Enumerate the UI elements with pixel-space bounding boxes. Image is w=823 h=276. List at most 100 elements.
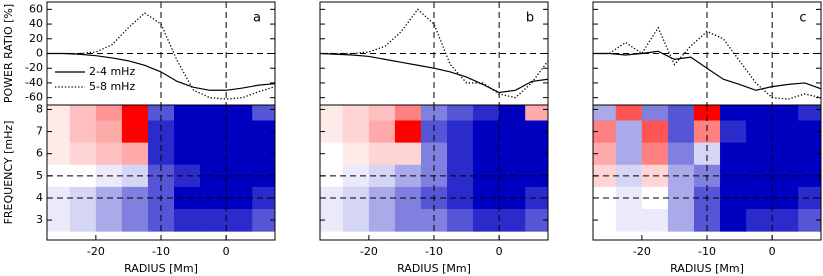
heatmap-cell <box>47 142 71 166</box>
heatmap-cell <box>174 120 201 144</box>
heatmap-cell <box>641 209 669 232</box>
plot-area <box>47 105 275 240</box>
heatmap-cell <box>95 120 123 144</box>
heatmap-cell <box>252 186 275 210</box>
heatmap-cell <box>342 209 370 232</box>
heatmap-cell <box>394 142 422 166</box>
x-tick-label: -20 <box>87 245 105 258</box>
heatmap-cell <box>121 164 149 188</box>
heatmap-cell <box>121 142 149 166</box>
plot-area <box>593 105 821 240</box>
heatmap-cell <box>593 142 617 166</box>
heatmap-cell <box>226 142 253 166</box>
x-tick-label: 0 <box>223 245 230 258</box>
plot-area <box>47 2 275 105</box>
heatmap-cell <box>525 142 548 166</box>
legend-label: 2-4 mHz <box>89 65 135 78</box>
heatmap-cell <box>200 142 227 166</box>
heatmap-cell <box>200 105 227 121</box>
heatmap-cell <box>525 120 548 144</box>
heatmap-cell <box>447 120 474 144</box>
y-tick-label: 5 <box>36 169 43 182</box>
heatmap-cell <box>200 120 227 144</box>
heatmap-cell <box>499 209 526 232</box>
heatmap-cell <box>746 186 773 210</box>
heatmap-cell <box>342 142 370 166</box>
heatmap-cell <box>121 120 149 144</box>
heatmap-cell <box>667 186 695 210</box>
heatmap-cell <box>746 164 773 188</box>
heatmap-cell <box>47 209 71 232</box>
x-tick-label: -20 <box>360 245 378 258</box>
heatmap-cell <box>174 209 201 232</box>
heatmap-cell <box>226 120 253 144</box>
heatmap-cell <box>641 105 669 121</box>
heatmap-cell <box>394 186 422 210</box>
heatmap-cell <box>252 120 275 144</box>
heatmap-cell <box>368 142 396 166</box>
line <box>593 50 821 91</box>
heatmap-cell <box>746 105 773 121</box>
y-tick-label: 0 <box>36 47 43 60</box>
heatmap-cell <box>174 105 201 121</box>
heatmap-cell <box>615 105 643 121</box>
heatmap-cell <box>798 164 821 188</box>
heatmap-cell <box>320 105 344 121</box>
heatmap-cell <box>615 120 643 144</box>
heatmap-cell <box>69 105 97 121</box>
heatmap-cell <box>394 105 422 121</box>
heatmap-cell <box>394 209 422 232</box>
y-tick-label: 6 <box>36 147 43 160</box>
y-axis-label: FREQUENCY [mHz] <box>2 121 15 225</box>
heatmap-cell <box>473 209 500 232</box>
heatmap-cell <box>772 105 799 121</box>
heatmap-cell <box>798 209 821 232</box>
heatmap-cell <box>798 105 821 121</box>
heatmap-cell <box>720 105 747 121</box>
heatmap-cell <box>720 142 747 166</box>
heatmap-cell <box>121 105 149 121</box>
heatmap-cell <box>200 186 227 210</box>
heatmap-cell <box>772 142 799 166</box>
heatmap-cell <box>693 120 721 144</box>
x-axis-label: RADIUS [Mm] <box>397 262 471 275</box>
heatmap-cell <box>693 142 721 166</box>
heatmap-cell <box>746 209 773 232</box>
heatmap-cell <box>226 209 253 232</box>
panel-label: a <box>253 11 261 26</box>
heatmap-cell <box>368 120 396 144</box>
heatmap-cell <box>667 142 695 166</box>
heatmap-cell <box>69 120 97 144</box>
plot-area <box>593 2 821 105</box>
heatmap-cell <box>615 142 643 166</box>
heatmap-cell <box>667 120 695 144</box>
heatmap-cell <box>147 105 175 121</box>
heatmap-cell <box>320 142 344 166</box>
heatmap-cell <box>667 209 695 232</box>
heatmap-cell <box>342 186 370 210</box>
heatmap-cell <box>473 120 500 144</box>
heatmap-cell <box>147 142 175 166</box>
heatmap-cell <box>473 142 500 166</box>
x-tick-label: -10 <box>698 245 716 258</box>
y-tick-label: 7 <box>36 125 43 138</box>
heatmap-cell <box>746 142 773 166</box>
heatmap-cell <box>525 186 548 210</box>
heatmap-cell <box>69 164 97 188</box>
legend-label: 5-8 mHz <box>89 80 135 93</box>
heatmap-cell <box>447 209 474 232</box>
heatmap-cell <box>473 186 500 210</box>
y-tick-label: -20 <box>25 61 43 74</box>
heatmap-cell <box>420 142 448 166</box>
heatmap-cell <box>615 209 643 232</box>
plot-area <box>320 105 548 240</box>
y-tick-label: 40 <box>29 17 43 30</box>
heatmap-cell <box>121 186 149 210</box>
heatmap-cell <box>47 105 71 121</box>
heatmap-cell <box>499 105 526 121</box>
heatmap-cell <box>420 105 448 121</box>
panel-label: c <box>799 11 806 26</box>
heatmap-cell <box>593 105 617 121</box>
